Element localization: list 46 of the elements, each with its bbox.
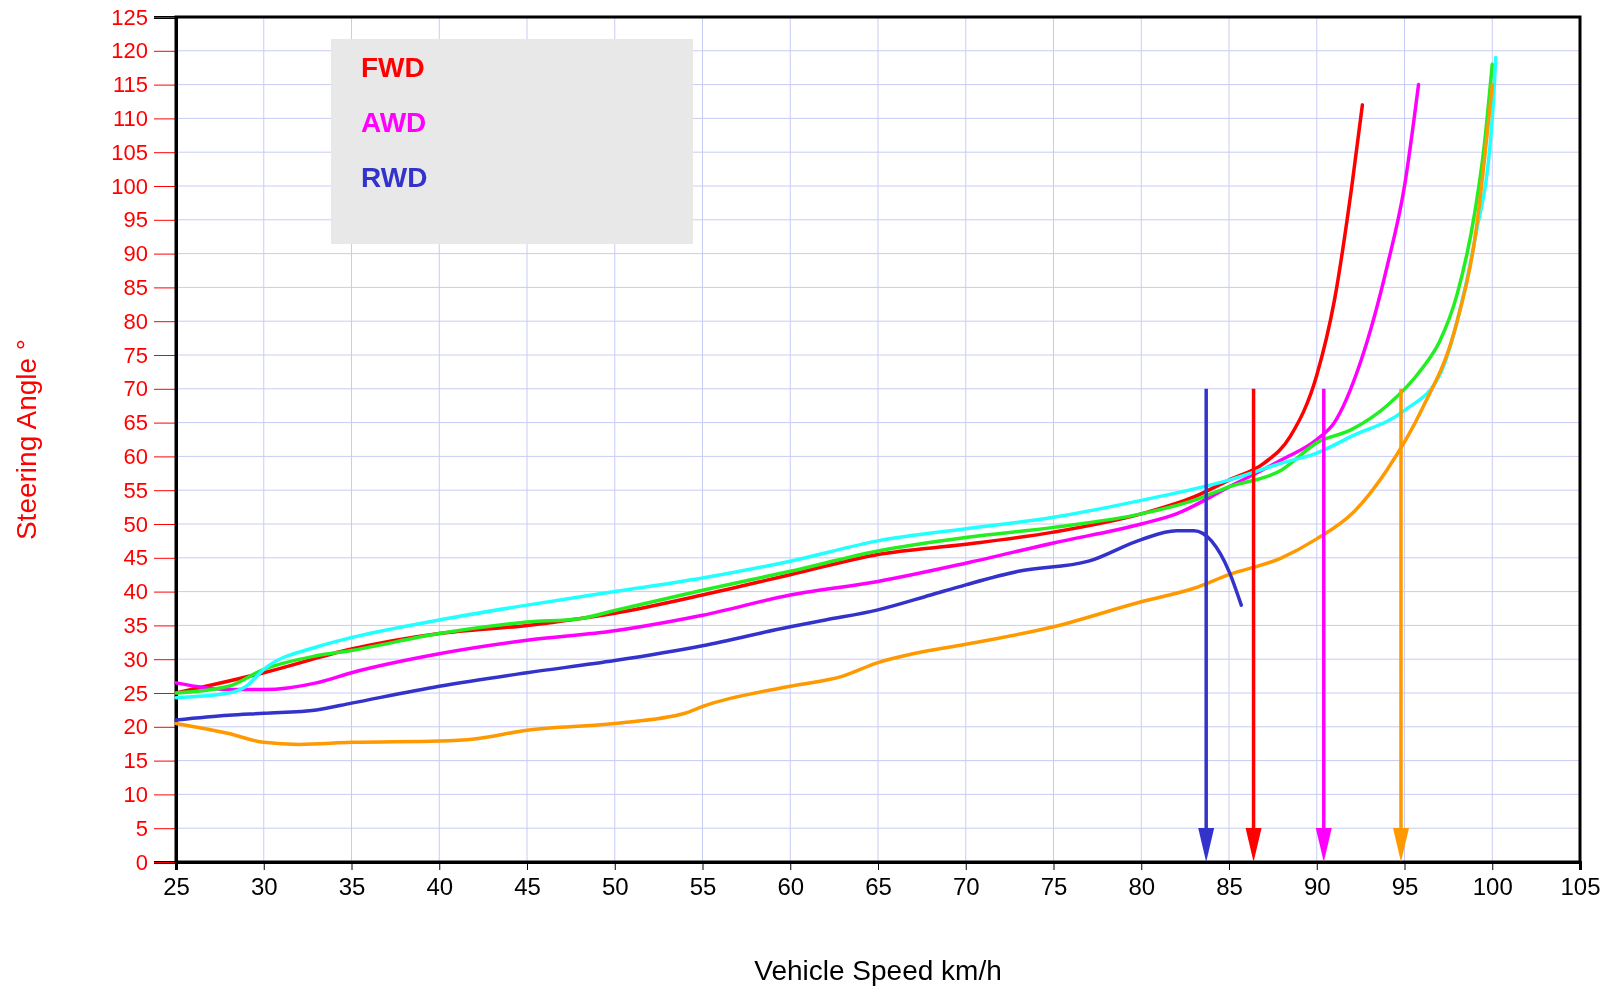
x-tick-label: 55 bbox=[689, 873, 717, 901]
x-tick-label: 50 bbox=[601, 873, 629, 901]
y-tick-label: 15 bbox=[123, 748, 148, 774]
y-tick-label: 115 bbox=[112, 72, 148, 98]
x-tick-label: 30 bbox=[250, 873, 278, 901]
x-axis-title: Vehicle Speed km/h bbox=[754, 955, 1002, 986]
y-tick-label: 80 bbox=[123, 308, 148, 334]
y-tick-label: 105 bbox=[111, 139, 148, 165]
y-tick-label: 20 bbox=[123, 714, 148, 740]
x-tick-label: 40 bbox=[426, 873, 454, 901]
x-tick-label: 65 bbox=[865, 873, 892, 901]
y-tick-label: 95 bbox=[123, 207, 148, 233]
x-tick-label: 60 bbox=[777, 873, 805, 901]
y-tick-label: 10 bbox=[123, 781, 148, 807]
x-tick-label: 80 bbox=[1128, 873, 1156, 901]
legend: FWD AWD RWD bbox=[331, 39, 693, 244]
y-tick-label: 65 bbox=[123, 410, 148, 436]
x-tick-label: 100 bbox=[1472, 873, 1513, 901]
x-tick-label: 35 bbox=[338, 873, 366, 901]
y-tick-label: 30 bbox=[123, 646, 148, 672]
y-tick-label: 25 bbox=[123, 680, 148, 706]
y-tick-label: 75 bbox=[123, 342, 148, 368]
y-tick-label: 85 bbox=[123, 274, 148, 300]
y-tick-label: 35 bbox=[123, 612, 148, 638]
y-tick-label: 90 bbox=[123, 241, 148, 267]
y-axis-title: Steering Angle ° bbox=[11, 338, 42, 541]
y-tick-label: 110 bbox=[112, 105, 148, 131]
x-tick-label: 70 bbox=[952, 873, 980, 901]
y-tick-label: 55 bbox=[123, 477, 148, 503]
y-tick-label: 40 bbox=[123, 579, 148, 605]
y-tick-label: 100 bbox=[111, 173, 148, 199]
y-tick-label: 0 bbox=[135, 849, 148, 875]
x-tick-label: 45 bbox=[514, 873, 541, 901]
y-tick-label: 60 bbox=[123, 443, 148, 469]
x-tick-label: 95 bbox=[1391, 873, 1419, 901]
x-tick-label: 105 bbox=[1560, 873, 1601, 901]
y-tick-label: 125 bbox=[111, 4, 148, 30]
x-tick-label: 75 bbox=[1040, 873, 1068, 901]
y-tick-label: 70 bbox=[123, 376, 148, 402]
y-tick-label: 45 bbox=[123, 545, 148, 571]
y-tick-label: 120 bbox=[111, 38, 148, 64]
x-tick-label: 25 bbox=[163, 873, 190, 901]
x-tick-label: 85 bbox=[1216, 873, 1243, 901]
x-tick-label: 90 bbox=[1303, 873, 1331, 901]
y-tick-label: 5 bbox=[135, 815, 148, 841]
y-tick-label: 50 bbox=[123, 511, 148, 537]
